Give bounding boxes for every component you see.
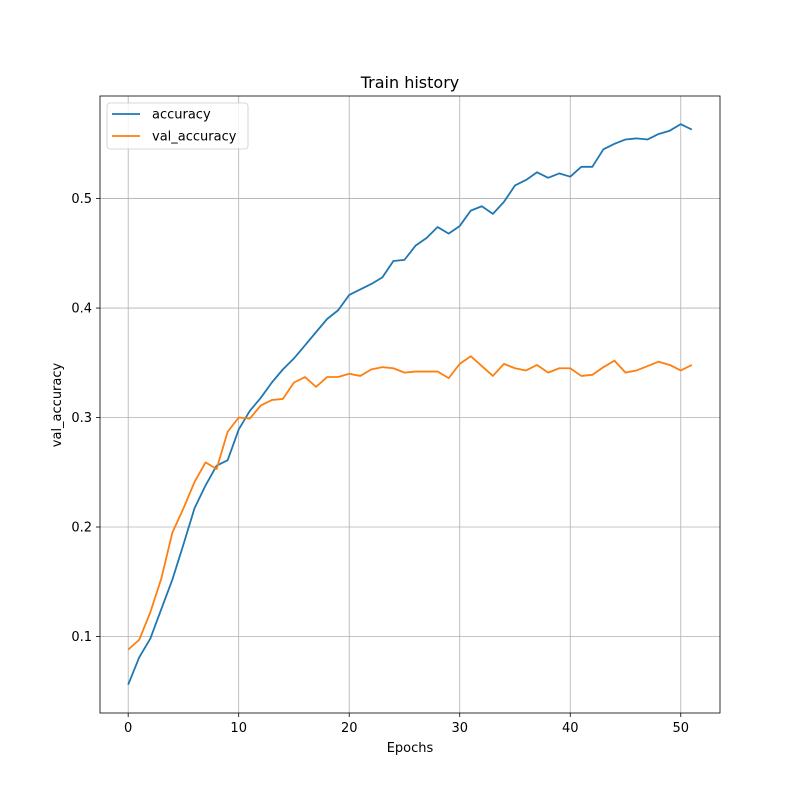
axis-ticks: 0 10 20 30 40 50 0.1 0.2 0.3 0.4 0.5 — [71, 192, 689, 736]
gridlines — [100, 96, 720, 713]
x-tick-label: 20 — [341, 721, 358, 736]
y-tick-label: 0.4 — [71, 302, 92, 317]
x-tick-label: 40 — [562, 721, 579, 736]
legend-label: val_accuracy — [152, 130, 237, 145]
y-tick-label: 0.2 — [71, 521, 92, 536]
legend-box — [106, 102, 249, 150]
series-line-accuracy — [127, 123, 693, 685]
x-tick-label: 10 — [230, 721, 247, 736]
x-axis-label: Epochs — [387, 741, 434, 756]
y-tick-label: 0.3 — [71, 411, 92, 426]
y-axis-label: val_accuracy — [50, 362, 65, 447]
series-lines — [127, 123, 693, 685]
y-tick-label: 0.1 — [71, 630, 92, 645]
x-tick-label: 50 — [672, 721, 689, 736]
x-tick-label: 30 — [451, 721, 468, 736]
series-line-val-accuracy — [127, 355, 693, 651]
chart-title: Train history — [360, 73, 460, 92]
legend: accuracy val_accuracy — [106, 102, 249, 150]
plot-frame — [99, 95, 721, 714]
legend-label: accuracy — [152, 108, 211, 123]
y-tick-label: 0.5 — [71, 192, 92, 207]
x-tick-label: 0 — [124, 721, 132, 736]
